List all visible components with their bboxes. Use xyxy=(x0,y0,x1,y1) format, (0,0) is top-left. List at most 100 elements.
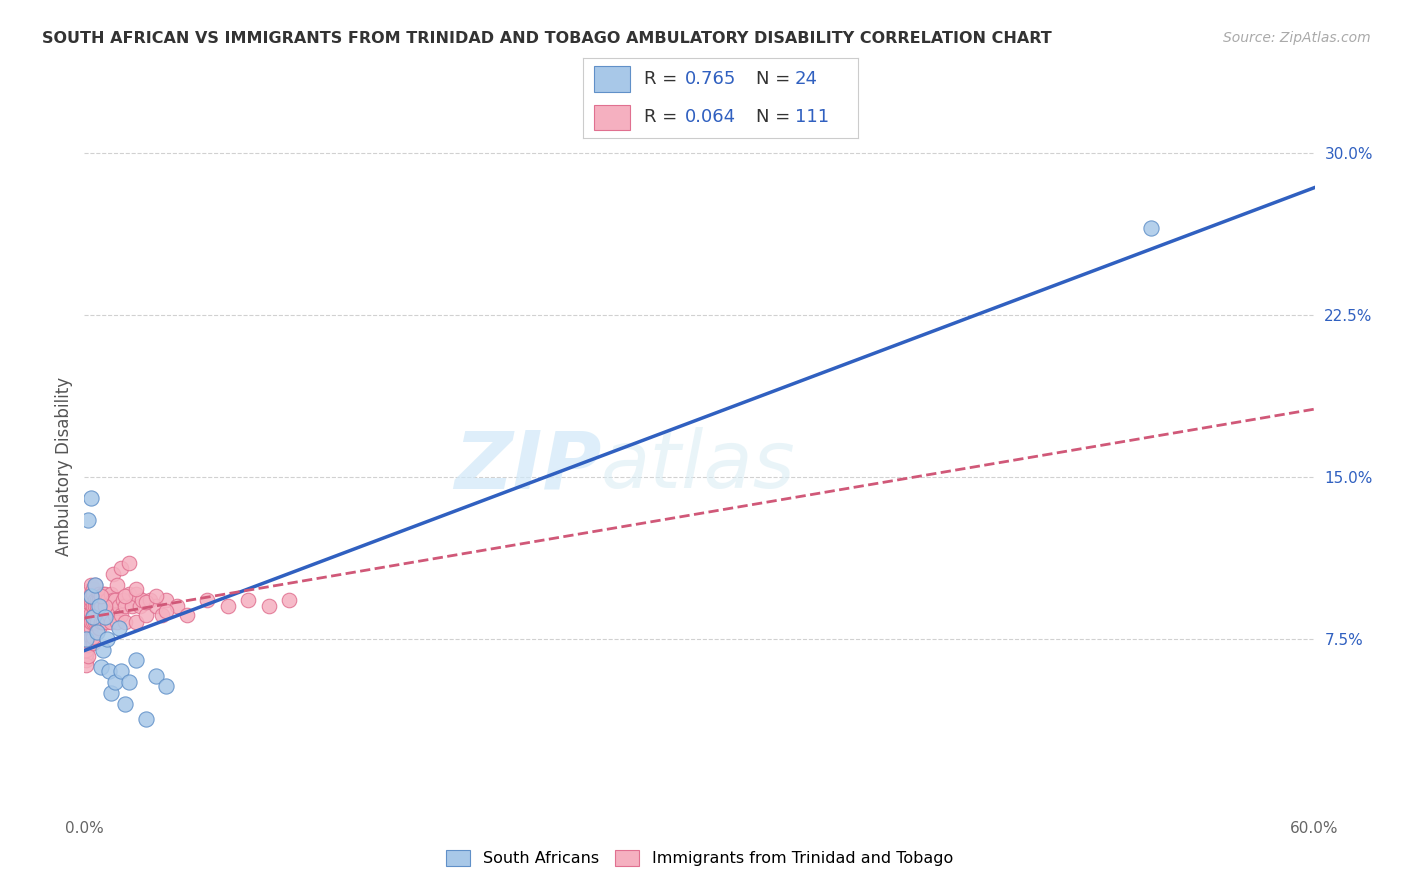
Point xyxy=(101,567,124,582)
Point xyxy=(79,578,101,592)
Point xyxy=(75,642,97,657)
Text: Source: ZipAtlas.com: Source: ZipAtlas.com xyxy=(1223,31,1371,45)
Point xyxy=(79,621,101,635)
Point xyxy=(75,657,97,672)
Point xyxy=(98,665,120,679)
Point xyxy=(124,615,146,629)
Point xyxy=(75,636,97,650)
Point xyxy=(79,606,101,620)
Point xyxy=(94,608,117,623)
Legend: South Africans, Immigrants from Trinidad and Tobago: South Africans, Immigrants from Trinidad… xyxy=(440,844,959,873)
Point xyxy=(278,593,301,607)
Point xyxy=(155,604,177,618)
Point xyxy=(75,610,97,624)
Point xyxy=(90,615,112,629)
Point xyxy=(114,697,136,711)
Point xyxy=(79,615,101,629)
Point xyxy=(75,630,97,644)
Point xyxy=(91,642,114,657)
Point xyxy=(87,593,110,607)
Point xyxy=(112,593,135,607)
Text: 111: 111 xyxy=(794,109,828,127)
Point xyxy=(77,513,100,527)
Point xyxy=(91,586,114,600)
Text: 24: 24 xyxy=(794,70,818,87)
Point xyxy=(77,639,100,653)
Point xyxy=(75,599,97,614)
Point xyxy=(86,615,108,629)
Point xyxy=(1139,221,1161,235)
Point xyxy=(96,593,118,607)
Point xyxy=(86,625,108,640)
Point xyxy=(124,582,146,597)
Point xyxy=(83,608,105,623)
Point xyxy=(124,653,146,667)
Point xyxy=(75,647,97,661)
Point xyxy=(155,593,177,607)
Point xyxy=(108,599,131,614)
Text: atlas: atlas xyxy=(602,427,796,505)
Point xyxy=(104,608,127,623)
Point xyxy=(139,593,162,607)
Point xyxy=(98,608,120,623)
Point xyxy=(94,586,117,600)
Point xyxy=(96,632,118,646)
Point xyxy=(82,608,104,623)
Point xyxy=(104,593,127,607)
Point xyxy=(82,630,104,644)
Point xyxy=(90,589,112,603)
Text: R =: R = xyxy=(644,109,683,127)
Point xyxy=(114,615,136,629)
Point xyxy=(83,578,105,592)
Point xyxy=(77,595,100,609)
Y-axis label: Ambulatory Disability: Ambulatory Disability xyxy=(55,376,73,556)
Point xyxy=(96,615,118,629)
Point xyxy=(100,686,122,700)
Point xyxy=(77,625,100,640)
Point xyxy=(110,608,132,623)
Point xyxy=(98,599,120,614)
Point xyxy=(77,599,100,614)
Point xyxy=(86,593,108,607)
Point xyxy=(150,608,173,623)
Point xyxy=(82,636,104,650)
Point xyxy=(145,599,167,614)
Point xyxy=(79,593,101,607)
Point xyxy=(155,680,177,694)
Point xyxy=(197,593,219,607)
Point xyxy=(145,668,167,682)
Point xyxy=(86,599,108,614)
Point xyxy=(82,582,104,597)
Point xyxy=(79,630,101,644)
Point xyxy=(77,584,100,599)
Point xyxy=(77,616,100,631)
Point xyxy=(82,615,104,629)
Point xyxy=(75,616,97,631)
Text: 0.765: 0.765 xyxy=(685,70,737,87)
Point xyxy=(176,608,198,623)
FancyBboxPatch shape xyxy=(595,104,630,130)
Point xyxy=(87,599,110,614)
Point xyxy=(145,589,167,603)
Point xyxy=(83,608,105,623)
Point xyxy=(110,665,132,679)
Point xyxy=(79,591,101,605)
Text: N =: N = xyxy=(756,109,796,127)
Point xyxy=(110,560,132,574)
Text: SOUTH AFRICAN VS IMMIGRANTS FROM TRINIDAD AND TOBAGO AMBULATORY DISABILITY CORRE: SOUTH AFRICAN VS IMMIGRANTS FROM TRINIDA… xyxy=(42,31,1052,46)
Point xyxy=(75,639,97,653)
Text: ZIP: ZIP xyxy=(454,427,602,505)
Text: N =: N = xyxy=(756,70,796,87)
Point xyxy=(90,660,112,674)
Point xyxy=(79,586,101,600)
Point xyxy=(94,610,117,624)
Text: 0.064: 0.064 xyxy=(685,109,737,127)
Point xyxy=(105,615,128,629)
Point xyxy=(83,615,105,629)
Point xyxy=(257,599,280,614)
Point xyxy=(135,712,157,726)
Point xyxy=(90,599,112,614)
Point xyxy=(118,586,141,600)
Point xyxy=(118,556,141,570)
Point xyxy=(108,621,131,635)
